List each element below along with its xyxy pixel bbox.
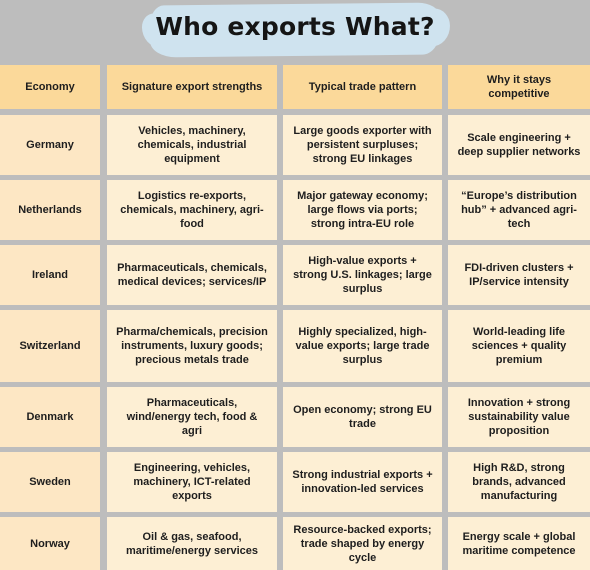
- cell-trade-pattern: Resource-backed exports; trade shaped by…: [283, 517, 442, 570]
- cell-why-competitive: FDI-driven clusters + IP/service intensi…: [448, 245, 590, 305]
- cell-why-competitive: World-leading life sciences + quality pr…: [448, 310, 590, 382]
- table-row: Norway Oil & gas, seafood, maritime/ener…: [0, 517, 590, 570]
- cell-export-strengths: Pharma/chemicals, precision instruments,…: [107, 310, 277, 382]
- cell-why-competitive: Scale engineering + deep supplier networ…: [448, 115, 590, 175]
- page-title: Who exports What?: [155, 12, 435, 41]
- cell-why-competitive: High R&D, strong brands, advanced manufa…: [448, 452, 590, 512]
- table-row: Ireland Pharmaceuticals, chemicals, medi…: [0, 245, 590, 305]
- table-header-row: Economy Signature export strengths Typic…: [0, 65, 590, 109]
- cell-why-competitive: Energy scale + global maritime competenc…: [448, 517, 590, 570]
- cell-economy: Sweden: [0, 452, 100, 512]
- cell-trade-pattern: Large goods exporter with persistent sur…: [283, 115, 442, 175]
- header-why-competitive: Why it stays competitive: [448, 65, 590, 109]
- table-row: Germany Vehicles, machinery, chemicals, …: [0, 115, 590, 175]
- cell-trade-pattern: High-value exports + strong U.S. linkage…: [283, 245, 442, 305]
- cell-economy: Denmark: [0, 387, 100, 447]
- cell-economy: Germany: [0, 115, 100, 175]
- cell-trade-pattern: Strong industrial exports + innovation-l…: [283, 452, 442, 512]
- cell-export-strengths: Oil & gas, seafood, maritime/energy serv…: [107, 517, 277, 570]
- cell-economy: Netherlands: [0, 180, 100, 240]
- table-row: Switzerland Pharma/chemicals, precision …: [0, 310, 590, 382]
- table-row: Netherlands Logistics re-exports, chemic…: [0, 180, 590, 240]
- header-trade-pattern: Typical trade pattern: [283, 65, 442, 109]
- cell-export-strengths: Engineering, vehicles, machinery, ICT-re…: [107, 452, 277, 512]
- cell-trade-pattern: Highly specialized, high-value exports; …: [283, 310, 442, 382]
- title-banner: Who exports What?: [0, 0, 590, 62]
- cell-economy: Ireland: [0, 245, 100, 305]
- cell-export-strengths: Pharmaceuticals, wind/energy tech, food …: [107, 387, 277, 447]
- cell-trade-pattern: Open economy; strong EU trade: [283, 387, 442, 447]
- table-row: Denmark Pharmaceuticals, wind/energy tec…: [0, 387, 590, 447]
- table-row: Sweden Engineering, vehicles, machinery,…: [0, 452, 590, 512]
- cell-economy: Switzerland: [0, 310, 100, 382]
- cell-why-competitive: Innovation + strong sustainability value…: [448, 387, 590, 447]
- cell-export-strengths: Logistics re-exports, chemicals, machine…: [107, 180, 277, 240]
- cell-economy: Norway: [0, 517, 100, 570]
- cell-export-strengths: Vehicles, machinery, chemicals, industri…: [107, 115, 277, 175]
- header-economy: Economy: [0, 65, 100, 109]
- cell-trade-pattern: Major gateway economy; large flows via p…: [283, 180, 442, 240]
- cell-export-strengths: Pharmaceuticals, chemicals, medical devi…: [107, 245, 277, 305]
- cell-why-competitive: “Europe’s distribution hub” + advanced a…: [448, 180, 590, 240]
- header-export-strengths: Signature export strengths: [107, 65, 277, 109]
